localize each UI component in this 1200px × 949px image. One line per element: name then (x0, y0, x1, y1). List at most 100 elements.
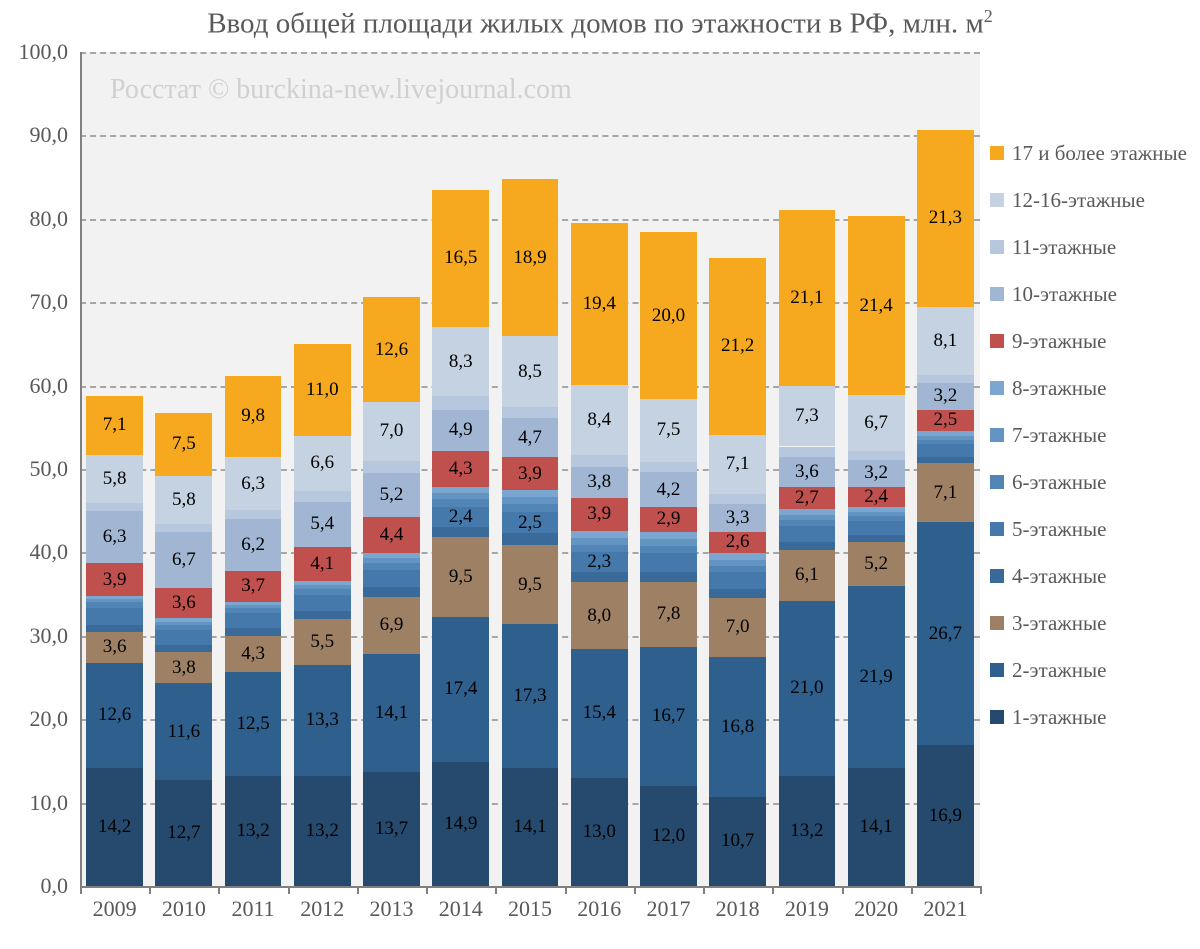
bar-segment (779, 509, 836, 515)
legend-label: 12-16-этажные (1012, 188, 1145, 213)
x-tick (426, 886, 428, 894)
bar-segment (294, 344, 351, 436)
bar-column: 12,711,63,83,66,75,87,5 (155, 52, 212, 886)
bar-segment (571, 455, 628, 467)
x-tick-label: 2017 (634, 896, 703, 922)
bar-segment (709, 598, 766, 656)
bar-segment (225, 376, 282, 458)
bar-segment (294, 776, 351, 886)
x-tick-label: 2014 (426, 896, 495, 922)
bar-segment (709, 560, 766, 566)
bar-segment (640, 582, 697, 647)
legend-swatch (990, 616, 1004, 630)
legend-label: 4-этажные (1012, 564, 1106, 589)
x-axis (80, 886, 980, 888)
bar-segment (432, 410, 489, 451)
bar-segment (432, 537, 489, 616)
bar-segment (917, 440, 974, 444)
bar-segment (225, 636, 282, 672)
bar-segment (225, 510, 282, 519)
legend-item: 6-этажные (990, 471, 1187, 493)
bar-segment (363, 297, 420, 402)
bar-segment (155, 622, 212, 625)
bar-segment (432, 762, 489, 886)
legend-swatch (990, 663, 1004, 677)
bar-segment (432, 527, 489, 538)
bar-segment (571, 223, 628, 385)
y-tick-label: 10,0 (0, 790, 68, 816)
bar-segment (363, 402, 420, 460)
bar-segment (709, 589, 766, 598)
x-tick (703, 886, 705, 894)
bar-segment (363, 553, 420, 558)
bar-segment (917, 383, 974, 410)
bar-segment (779, 210, 836, 386)
y-axis (80, 52, 82, 886)
bar-segment (86, 455, 143, 503)
bar-segment (86, 602, 143, 608)
x-tick-label: 2009 (80, 896, 149, 922)
bar-segment (86, 396, 143, 455)
bar-segment (640, 462, 697, 473)
bar-column: 14,212,63,63,96,35,87,1 (86, 52, 143, 886)
bar-segment (294, 595, 351, 611)
y-tick-label: 20,0 (0, 706, 68, 732)
x-tick (495, 886, 497, 894)
bar-column: 14,117,39,52,53,94,78,518,9 (502, 52, 559, 886)
x-tick (772, 886, 774, 894)
bar-segment (225, 605, 282, 608)
legend-label: 9-этажные (1012, 329, 1106, 354)
bar-segment (86, 608, 143, 625)
y-tick-label: 60,0 (0, 373, 68, 399)
bar-segment (225, 672, 282, 776)
bar-segment (709, 566, 766, 573)
x-tick (980, 886, 982, 894)
x-tick-label: 2015 (495, 896, 564, 922)
legend-item: 1-этажные (990, 706, 1187, 728)
y-tick-label: 100,0 (0, 39, 68, 65)
bar-segment (363, 563, 420, 570)
legend-item: 3-этажные (990, 612, 1187, 634)
bar-column: 13,221,06,12,73,67,321,1 (779, 52, 836, 886)
bar-segment (640, 507, 697, 531)
bar-segment (225, 571, 282, 602)
x-tick-label: 2020 (842, 896, 911, 922)
bar-segment (225, 457, 282, 510)
bar-segment (225, 628, 282, 636)
bar-segment (155, 625, 212, 630)
bar-segment (709, 553, 766, 560)
legend-item: 11-этажные (990, 236, 1187, 258)
bar-segment (640, 786, 697, 886)
bar-segment (848, 521, 905, 535)
bar-segment (779, 526, 836, 542)
bar-segment (571, 498, 628, 531)
bar-segment (294, 547, 351, 581)
bar-segment (779, 457, 836, 487)
bar-segment (155, 532, 212, 588)
y-tick-label: 80,0 (0, 206, 68, 232)
legend-item: 5-этажные (990, 518, 1187, 540)
bar-segment (363, 558, 420, 563)
legend-swatch (990, 193, 1004, 207)
y-tick-label: 40,0 (0, 539, 68, 565)
bar-segment (917, 457, 974, 464)
bar-segment (917, 375, 974, 383)
x-tick (911, 886, 913, 894)
bar-segment (709, 572, 766, 589)
bar-segment (779, 386, 836, 447)
bar-segment (571, 552, 628, 571)
bar-segment (502, 497, 559, 504)
x-tick (634, 886, 636, 894)
bar-segment (502, 418, 559, 457)
bar-segment (294, 619, 351, 665)
bar-segment (848, 542, 905, 585)
bar-segment (155, 588, 212, 618)
bar-column: 12,016,77,82,94,27,520,0 (640, 52, 697, 886)
legend-swatch (990, 146, 1004, 160)
bar-segment (363, 587, 420, 596)
x-tick (218, 886, 220, 894)
bar-segment (155, 413, 212, 476)
bar-segment (294, 589, 351, 595)
x-tick (288, 886, 290, 894)
bar-segment (86, 632, 143, 662)
